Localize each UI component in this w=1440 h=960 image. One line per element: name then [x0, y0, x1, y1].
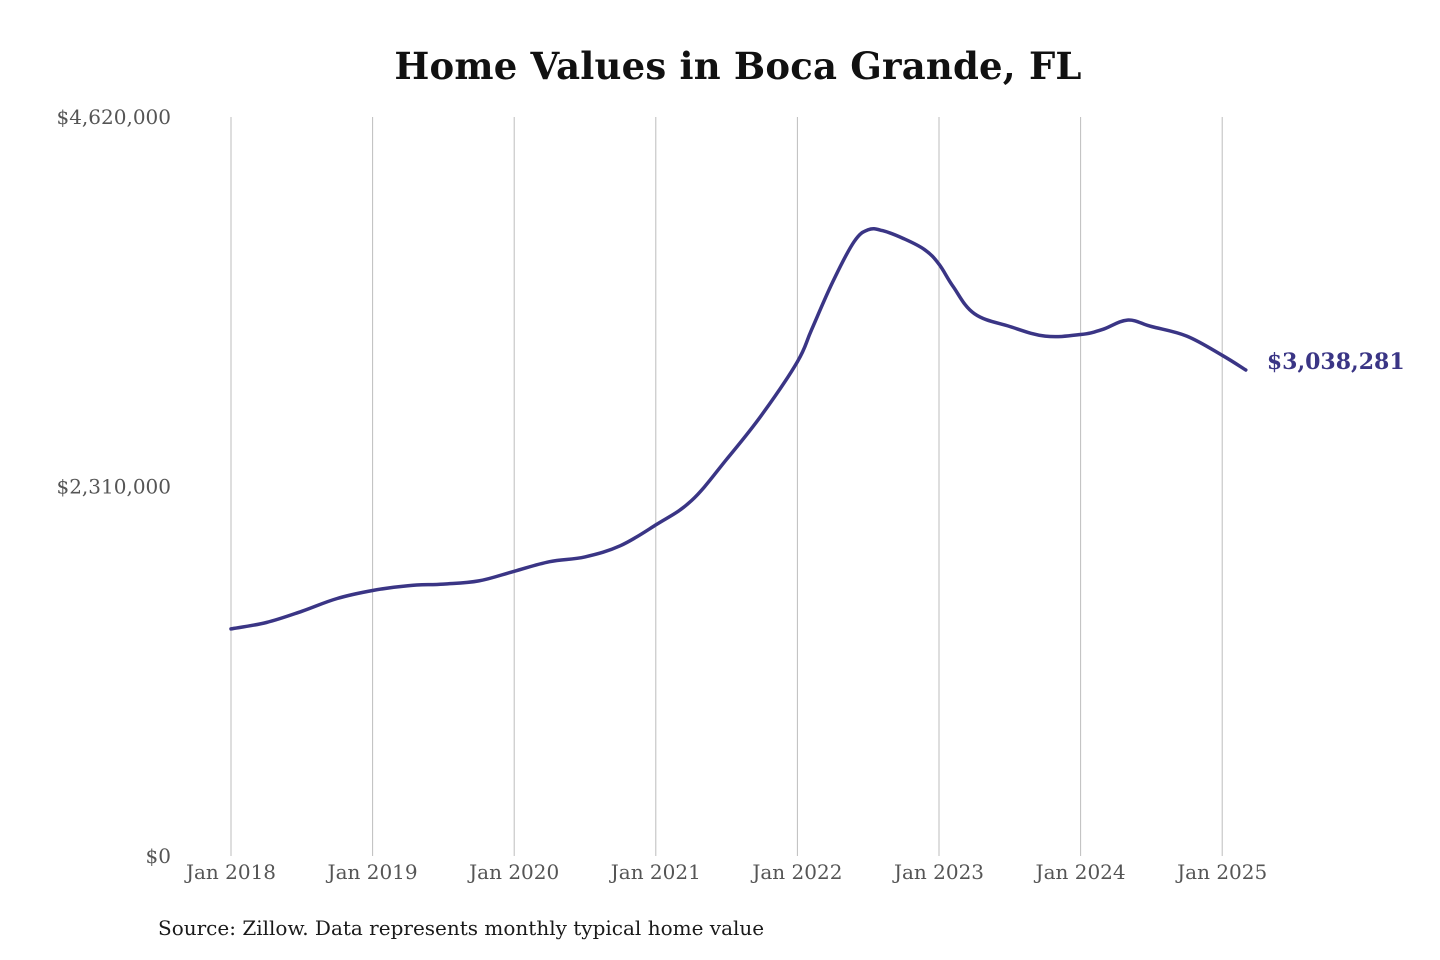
end-value-label: $3,038,281: [1267, 349, 1405, 375]
x-tick-label-3: Jan 2021: [609, 860, 701, 884]
x-tick-label-2: Jan 2020: [467, 860, 559, 884]
x-tick-label-5: Jan 2023: [892, 860, 984, 884]
y-axis-ticks: $0 $2,310,000 $4,620,000: [56, 105, 171, 868]
series-line-0: [229, 227, 1248, 631]
x-tick-label-0: Jan 2018: [184, 860, 276, 884]
x-tick-label-4: Jan 2022: [750, 860, 842, 884]
source-note: Source: Zillow. Data represents monthly …: [158, 916, 765, 940]
x-tick-label-6: Jan 2024: [1034, 860, 1126, 884]
x-axis-ticks: Jan 2018 Jan 2019 Jan 2020 Jan 2021 Jan 2022…: [184, 860, 1267, 884]
series-lines: [229, 227, 1248, 631]
chart-title: Home Values in Boca Grande, FL: [394, 44, 1082, 88]
x-tick-label-1: Jan 2019: [326, 860, 418, 884]
y-tick-label-0: $0: [146, 844, 171, 868]
gridlines: [230, 117, 1223, 856]
y-tick-label-2: $4,620,000: [56, 105, 171, 129]
x-tick-label-7: Jan 2025: [1175, 860, 1267, 884]
y-tick-label-1: $2,310,000: [56, 475, 171, 499]
annotations: $3,038,281: [1267, 349, 1405, 375]
